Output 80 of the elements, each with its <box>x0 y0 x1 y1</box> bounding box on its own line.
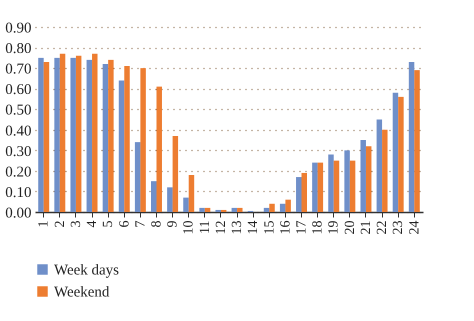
bar <box>134 142 140 212</box>
bar <box>350 160 356 212</box>
x-tick-label: 10 <box>182 220 197 234</box>
x-tick-label: 1 <box>36 220 52 228</box>
x-tick-label: 7 <box>133 220 148 228</box>
x-tick-label: 9 <box>166 220 181 228</box>
bar <box>172 136 178 212</box>
legend-label: Weekend <box>54 284 110 300</box>
bar <box>366 146 372 212</box>
bar <box>328 154 334 212</box>
bar <box>199 208 205 212</box>
bar <box>86 60 92 212</box>
bar <box>167 187 173 212</box>
x-tick-label: 15 <box>262 220 278 234</box>
y-tick-label: 0.50 <box>5 102 32 119</box>
bar <box>38 58 44 212</box>
y-tick-label: 0.70 <box>5 62 32 78</box>
bar <box>151 181 156 212</box>
bar <box>204 208 210 212</box>
y-tick-label: 0.80 <box>5 41 32 58</box>
bar <box>392 92 398 212</box>
x-tick-label: 6 <box>117 220 132 228</box>
bar <box>344 150 350 212</box>
x-tick-label: 4 <box>85 220 100 228</box>
x-tick-label: 23 <box>391 220 406 234</box>
x-tick-label: 24 <box>407 220 422 234</box>
y-tick-label: 0.90 <box>5 20 32 36</box>
bar <box>382 130 388 212</box>
bar <box>183 198 189 212</box>
bar <box>398 96 404 212</box>
bar <box>92 54 98 212</box>
x-tick-label: 17 <box>294 220 310 234</box>
x-tick-label: 2 <box>52 220 68 228</box>
bar <box>376 120 382 212</box>
x-tick-label: 21 <box>358 220 374 234</box>
bar <box>360 140 366 212</box>
y-tick-label: 0.10 <box>5 184 32 201</box>
bar <box>302 172 307 212</box>
x-tick-label: 8 <box>149 220 164 228</box>
bar <box>414 70 420 212</box>
x-tick-label: 11 <box>198 220 213 234</box>
x-tick-label: 13 <box>230 220 246 234</box>
bar <box>124 66 130 212</box>
bar <box>408 62 414 212</box>
bar <box>156 86 162 212</box>
x-tick-label: 12 <box>214 220 229 234</box>
y-tick-label: 0.60 <box>5 82 32 98</box>
x-tick-label: 5 <box>101 220 116 228</box>
x-tick-label: 14 <box>246 220 262 234</box>
y-tick-label: 0.40 <box>5 123 32 140</box>
bar <box>334 160 340 212</box>
x-tick-label: 19 <box>326 220 342 234</box>
bar <box>312 162 318 212</box>
bar <box>285 200 291 212</box>
bar <box>108 60 114 212</box>
bar <box>118 80 124 212</box>
y-tick-label: 0.20 <box>5 164 32 180</box>
y-tick-label: 0.00 <box>5 206 32 222</box>
bar <box>237 208 243 212</box>
x-tick-label: 22 <box>375 220 390 234</box>
bar <box>70 58 76 212</box>
y-tick-label: 0.30 <box>5 144 32 160</box>
bar <box>188 175 194 212</box>
legend-label: Week days <box>54 262 120 278</box>
x-tick-label: 16 <box>278 220 294 234</box>
bar <box>296 177 302 212</box>
x-tick-label: 20 <box>342 220 358 234</box>
bar <box>60 54 66 212</box>
bar <box>44 62 50 212</box>
bar <box>232 208 238 212</box>
bar <box>140 68 146 212</box>
bar <box>76 56 82 212</box>
bar <box>269 204 275 212</box>
x-tick-label: 3 <box>68 220 84 228</box>
bar <box>264 208 270 212</box>
bar <box>280 204 286 212</box>
bar <box>54 58 60 212</box>
x-tick-label: 18 <box>310 220 326 234</box>
bar <box>102 64 108 212</box>
bar <box>318 162 324 212</box>
